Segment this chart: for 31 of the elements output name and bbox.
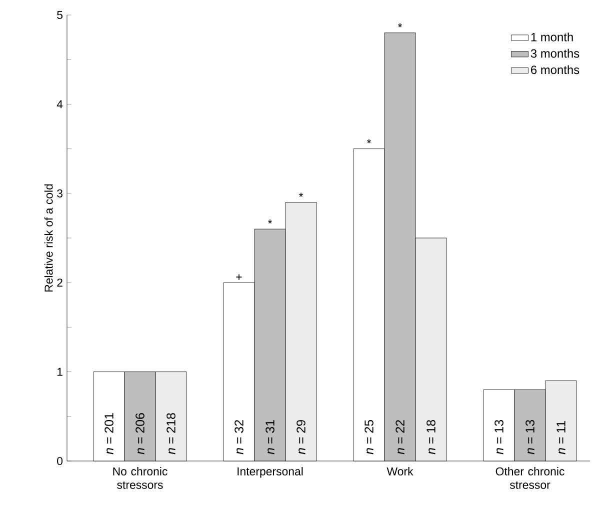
x-tick-label: Work bbox=[386, 467, 414, 476]
annotation: n = 11 bbox=[556, 421, 566, 454]
y-tick-label: 5 bbox=[57, 11, 62, 19]
x-tick-label: No chronic stressors bbox=[113, 467, 168, 489]
x-tick-label: Other chronic stressor bbox=[496, 467, 564, 489]
annotation: + bbox=[236, 274, 242, 280]
annotation: n = 31 bbox=[266, 420, 274, 454]
annotation: n = 22 bbox=[396, 420, 404, 454]
annotation: n = 206 bbox=[136, 413, 144, 454]
legend-label: 1 month bbox=[531, 32, 573, 42]
annotation: n = 218 bbox=[166, 413, 176, 454]
y-tick-label: 3 bbox=[57, 189, 62, 198]
legend-label: 6 months bbox=[531, 65, 580, 74]
annotation: * bbox=[366, 139, 372, 144]
annotation: n = 201 bbox=[104, 413, 114, 454]
annotation: n = 13 bbox=[494, 420, 504, 454]
annotation: n = 25 bbox=[364, 420, 374, 454]
y-tick-label: 4 bbox=[56, 100, 63, 108]
y-tick-label: 0 bbox=[57, 456, 63, 466]
annotation: n = 18 bbox=[426, 420, 436, 454]
annotation: * bbox=[298, 192, 304, 197]
annotation: * bbox=[398, 23, 402, 28]
annotation: * bbox=[268, 220, 272, 224]
y-axis-title: Relative risk of a cold bbox=[44, 184, 53, 292]
x-tick-label: Interpersonal bbox=[238, 467, 303, 478]
annotation: n = 32 bbox=[234, 420, 244, 454]
y-tick-label: 1 bbox=[57, 368, 62, 376]
legend-label: 3 months bbox=[530, 48, 580, 58]
annotation: n = 13 bbox=[526, 420, 534, 454]
y-tick-label: 2 bbox=[57, 278, 62, 287]
annotation: n = 29 bbox=[296, 420, 306, 454]
